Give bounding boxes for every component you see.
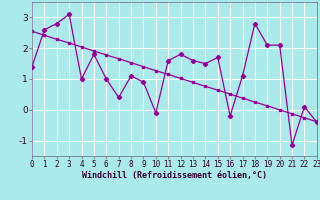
X-axis label: Windchill (Refroidissement éolien,°C): Windchill (Refroidissement éolien,°C) xyxy=(82,171,267,180)
